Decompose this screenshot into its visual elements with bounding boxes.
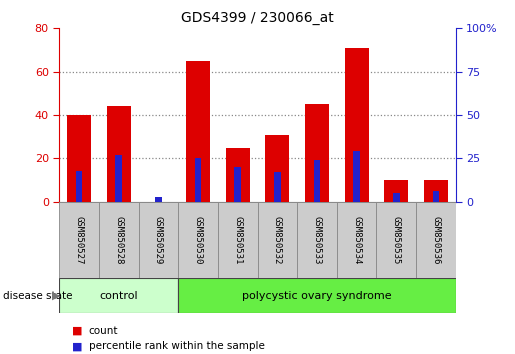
Text: GSM850536: GSM850536 (432, 216, 440, 264)
Bar (178, 202, 218, 278)
Text: ▶: ▶ (52, 291, 60, 301)
Text: count: count (89, 326, 118, 336)
Bar (76, 171, 82, 202)
Text: percentile rank within the sample: percentile rank within the sample (89, 341, 265, 351)
Text: GSM850529: GSM850529 (154, 216, 163, 264)
Text: polycystic ovary syndrome: polycystic ovary syndrome (242, 291, 392, 301)
Bar (314, 160, 320, 202)
Bar (139, 202, 178, 278)
Bar (115, 155, 122, 202)
Bar (265, 135, 289, 202)
Bar (155, 196, 162, 202)
Text: ■: ■ (72, 341, 82, 351)
Bar (337, 202, 376, 278)
Bar (416, 202, 456, 278)
Text: GSM850533: GSM850533 (313, 216, 321, 264)
Title: GDS4399 / 230066_at: GDS4399 / 230066_at (181, 11, 334, 24)
Text: GSM850527: GSM850527 (75, 216, 83, 264)
Bar (59, 202, 99, 278)
Text: control: control (99, 291, 138, 301)
Bar (258, 202, 297, 278)
Bar (393, 193, 400, 202)
Text: GSM850535: GSM850535 (392, 216, 401, 264)
Bar (195, 159, 201, 202)
Text: GSM850528: GSM850528 (114, 216, 123, 264)
Bar (305, 104, 329, 202)
Bar (186, 61, 210, 202)
Bar (274, 172, 281, 202)
Bar (345, 48, 369, 202)
Bar (107, 106, 131, 202)
Bar (376, 202, 416, 278)
Bar (424, 180, 448, 202)
Bar (67, 115, 91, 202)
Bar (178, 278, 456, 313)
Text: ■: ■ (72, 326, 82, 336)
Text: GSM850531: GSM850531 (233, 216, 242, 264)
Text: GSM850534: GSM850534 (352, 216, 361, 264)
Text: GSM850530: GSM850530 (194, 216, 202, 264)
Bar (226, 148, 250, 202)
Bar (297, 202, 337, 278)
Bar (353, 152, 360, 202)
Text: GSM850532: GSM850532 (273, 216, 282, 264)
Bar (59, 278, 178, 313)
Bar (218, 202, 258, 278)
Text: disease state: disease state (3, 291, 72, 301)
Bar (384, 180, 408, 202)
Bar (99, 202, 139, 278)
Bar (433, 192, 439, 202)
Bar (234, 167, 241, 202)
